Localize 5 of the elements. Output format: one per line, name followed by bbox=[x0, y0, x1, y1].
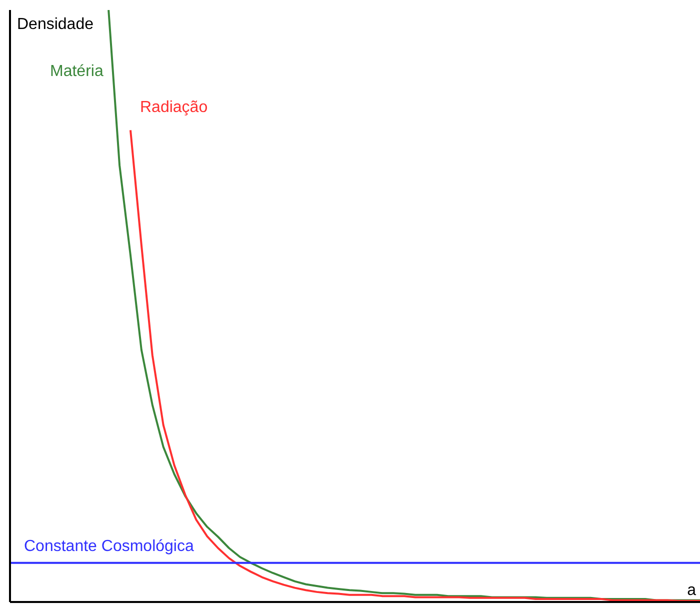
series-label: Radiação bbox=[140, 99, 208, 117]
x-axis-title: a bbox=[687, 582, 696, 600]
series-label: Constante Cosmológica bbox=[24, 538, 194, 556]
annotation: Densidade bbox=[17, 16, 94, 34]
series-label: Matéria bbox=[50, 63, 104, 81]
